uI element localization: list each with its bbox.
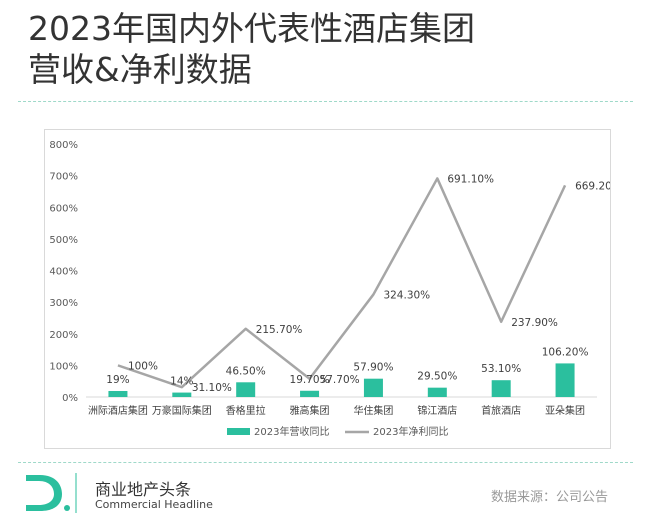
y-tick-label: 500% <box>49 235 78 246</box>
line-data-label: 215.70% <box>256 324 303 336</box>
bar-revenue-yoy <box>427 387 447 397</box>
top-divider <box>18 101 633 102</box>
page-title: 2023年国内外代表性酒店集团 营收&净利数据 <box>28 8 628 90</box>
bar-data-label: 53.10% <box>481 363 521 375</box>
y-tick-label: 0% <box>62 393 78 404</box>
data-source-note: 数据来源：公司公告 <box>490 490 608 505</box>
commercial-headline-logo <box>26 473 77 513</box>
x-tick-label: 亚朵集团 <box>545 404 585 417</box>
title-line-2: 营收&净利数据 <box>28 50 252 89</box>
bar-revenue-yoy <box>300 390 320 397</box>
brand-name-cn: 商业地产头条 <box>95 480 192 499</box>
bar-data-label: 46.50% <box>226 365 266 377</box>
bar-revenue-yoy <box>236 382 256 397</box>
bar-revenue-yoy <box>491 380 511 397</box>
bar-data-label: 19.70% <box>290 374 330 386</box>
line-data-label: 100% <box>128 360 158 372</box>
x-tick-label: 香格里拉 <box>226 404 266 417</box>
bar-data-label: 14% <box>170 376 193 388</box>
line-net-profit-yoy <box>117 177 567 389</box>
x-tick-label: 万豪国际集团 <box>152 404 212 417</box>
x-tick-label: 华住集团 <box>353 404 393 417</box>
y-tick-label: 300% <box>49 298 78 309</box>
x-tick-label: 雅高集团 <box>290 404 330 417</box>
y-tick-label: 200% <box>49 330 78 341</box>
line-data-label: 57.70% <box>320 374 360 386</box>
y-tick-label: 400% <box>49 267 78 278</box>
line-data-label: 669.20% <box>575 180 610 192</box>
title-line-1: 2023年国内外代表性酒店集团 <box>28 9 475 48</box>
bar-revenue-yoy <box>108 390 128 397</box>
y-tick-label: 100% <box>49 361 78 372</box>
combo-chart: 0% 100% 200% 300% 400% 500% 600% 700% 800% 19% 14%… <box>49 140 621 438</box>
line-data-label: 324.30% <box>383 289 430 301</box>
brand-name-en: Commercial Headline <box>95 498 213 511</box>
chart-container: 0% 100% 200% 300% 400% 500% 600% 700% 800% 19% 14%… <box>44 129 622 449</box>
line-data-label: 691.10% <box>447 173 494 185</box>
y-tick-label: 600% <box>49 203 78 214</box>
line-data-label: 31.10% <box>192 382 232 394</box>
bar-revenue-yoy <box>363 378 383 397</box>
bar-revenue-yoy <box>555 363 575 397</box>
legend-swatch-revenue <box>227 428 250 435</box>
bar-data-label: 106.20% <box>542 346 589 358</box>
legend-label-revenue: 2023年营收同比 <box>254 425 329 438</box>
bar-data-label: 19% <box>106 374 129 386</box>
bar-data-label: 29.50% <box>417 371 457 383</box>
y-tick-label: 700% <box>49 172 78 183</box>
line-data-label: 237.90% <box>511 317 558 329</box>
x-tick-label: 锦江酒店 <box>417 404 457 417</box>
legend-label-net-profit: 2023年净利同比 <box>373 425 448 438</box>
bar-revenue-yoy <box>172 392 192 397</box>
x-tick-label: 首旅酒店 <box>481 404 521 417</box>
y-tick-label: 800% <box>49 140 78 151</box>
x-tick-label: 洲际酒店集团 <box>88 404 148 417</box>
bar-data-label: 57.90% <box>353 362 393 374</box>
bottom-divider <box>18 462 633 463</box>
